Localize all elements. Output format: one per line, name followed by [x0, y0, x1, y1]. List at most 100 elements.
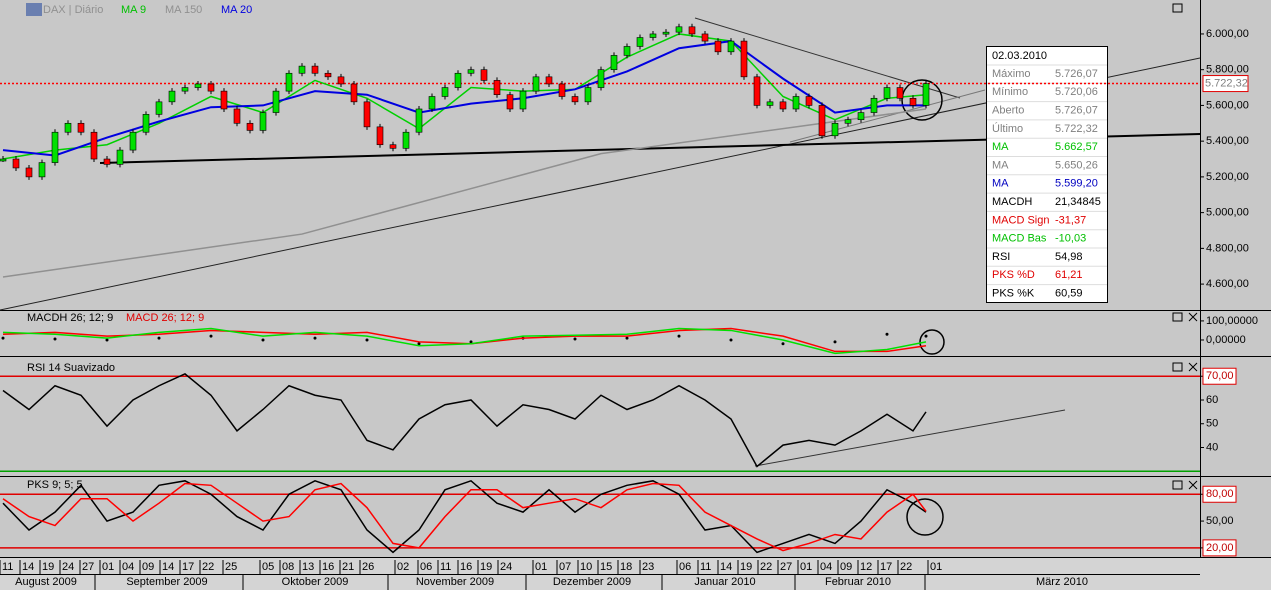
candle [0, 158, 7, 162]
day-label: 11 [2, 561, 13, 573]
histogram-dot [417, 342, 421, 346]
instrument-label[interactable]: DAX | Diário [43, 4, 103, 16]
day-label: 13 [302, 561, 314, 573]
ma9-label[interactable]: MA 9 [121, 4, 146, 16]
info-value: 54,98 [1055, 251, 1083, 263]
day-label: 25 [225, 561, 237, 573]
info-label: Mínimo [992, 86, 1028, 98]
candle [480, 69, 488, 81]
info-value: 21,34845 [1055, 196, 1101, 208]
info-label: Último [992, 122, 1023, 135]
candle [337, 76, 345, 85]
candle [636, 37, 644, 47]
info-value: 5.720,06 [1055, 86, 1098, 98]
candle [12, 158, 20, 169]
info-label: MACD Bas [992, 233, 1047, 245]
pks-label[interactable]: PKS 9; 5; 5 [27, 479, 83, 491]
indicator-line [2, 482, 927, 552]
candle [623, 46, 631, 56]
day-label: 04 [122, 561, 134, 573]
candle [779, 101, 787, 110]
info-box: 02.03.2010 Máximo 5.726,07 Mínimo 5.720,06 A… [986, 46, 1108, 303]
info-value: 5.662,57 [1055, 141, 1098, 153]
candle [688, 26, 696, 35]
ma20-label[interactable]: MA 20 [221, 4, 252, 16]
maximize-button[interactable] [1172, 312, 1183, 322]
histogram-dot [1, 336, 5, 340]
day-label: 14 [720, 561, 732, 573]
maximize-button[interactable] [1172, 3, 1183, 13]
candle [155, 101, 163, 115]
histogram-dot [729, 338, 733, 342]
indicator-line [2, 479, 927, 554]
histogram-dot [105, 338, 109, 342]
candle [285, 72, 293, 92]
day-label: 16 [322, 561, 334, 573]
day-label: 16 [460, 561, 472, 573]
candle [883, 87, 891, 99]
candle [194, 83, 202, 88]
day-label: 07 [559, 561, 571, 573]
day-label: 19 [740, 561, 752, 573]
maximize-button[interactable] [1172, 480, 1183, 490]
day-label: 01 [800, 561, 812, 573]
circle-annotation [906, 498, 944, 536]
histogram-dot [261, 338, 265, 342]
circle-annotation [919, 329, 945, 355]
candle [909, 97, 917, 106]
logo-icon [26, 3, 42, 16]
histogram-dot [833, 340, 837, 344]
info-label: PKS %K [992, 288, 1035, 300]
candle [90, 131, 98, 160]
candle [584, 87, 592, 103]
candle [649, 33, 657, 38]
ma150-label[interactable]: MA 150 [165, 4, 202, 16]
candle [389, 144, 397, 149]
day-label: 10 [580, 561, 592, 573]
info-date: 02.03.2010 [992, 50, 1047, 62]
candle [103, 158, 111, 165]
candle [259, 112, 267, 131]
rsi-label[interactable]: RSI 14 Suavizado [27, 362, 115, 374]
candle [571, 96, 579, 103]
info-value: 5.650,26 [1055, 159, 1098, 171]
day-label: 17 [182, 561, 194, 573]
day-label: 19 [42, 561, 54, 573]
info-label: MA [992, 178, 1009, 190]
histogram-dot [53, 337, 57, 341]
candle [545, 76, 553, 85]
candle [740, 40, 748, 78]
month-label: August 2009 [15, 576, 77, 588]
macd-label[interactable]: MACD 26; 12; 9 [126, 312, 204, 324]
histogram-dot [625, 336, 629, 340]
histogram-dot [313, 336, 317, 340]
y-tick-label: 5.400,00 [1206, 135, 1249, 147]
candle [168, 90, 176, 103]
candle [558, 83, 566, 97]
day-label: 11 [700, 561, 711, 573]
day-label: 04 [820, 561, 832, 573]
candle [220, 90, 228, 110]
indicator-line [2, 108, 927, 278]
y-tick-label: 60 [1206, 394, 1218, 406]
histogram-dot [924, 334, 928, 338]
close-button[interactable] [1188, 312, 1198, 322]
info-value: -10,03 [1055, 233, 1086, 245]
histogram-dot [781, 342, 785, 346]
candle [350, 83, 358, 103]
day-label: 22 [202, 561, 214, 573]
info-label: Aberto [992, 105, 1024, 117]
candle [272, 90, 280, 113]
trendline [754, 409, 1066, 467]
close-button[interactable] [1188, 480, 1198, 490]
info-value: 5.726,07 [1055, 105, 1098, 117]
maximize-button[interactable] [1172, 362, 1183, 372]
histogram-dot [469, 340, 473, 344]
day-label: 09 [840, 561, 852, 573]
close-button[interactable] [1188, 362, 1198, 372]
info-label: MACDH [992, 196, 1032, 208]
macdh-label[interactable]: MACDH 26; 12; 9 [27, 312, 113, 324]
day-label: 01 [930, 561, 942, 573]
info-label: Máximo [992, 68, 1031, 80]
